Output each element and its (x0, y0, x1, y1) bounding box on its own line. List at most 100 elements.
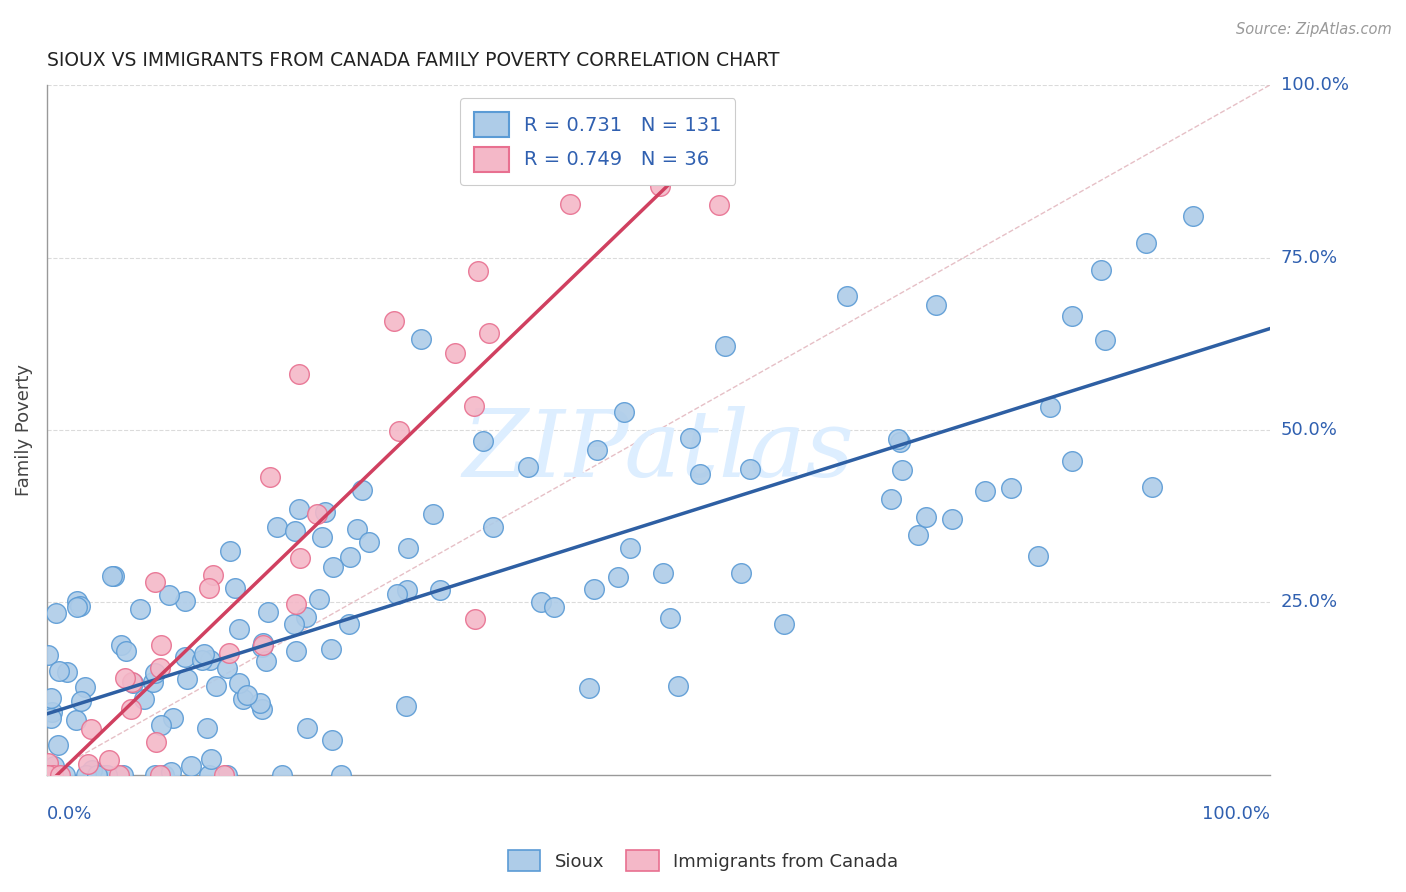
Point (472, 434, 495, 449)
Point (115, 643, 138, 657)
Point (271, 768, 294, 782)
Point (254, 654, 277, 668)
Point (37, 756, 59, 770)
Point (257, 605, 280, 619)
Point (287, 367, 309, 381)
Point (308, 592, 330, 607)
Point (53, 768, 76, 782)
Legend: R = 0.731   N = 131, R = 0.749   N = 36: R = 0.731 N = 131, R = 0.749 N = 36 (460, 98, 735, 186)
Point (578, 681, 600, 696)
Point (613, 405, 636, 419)
Point (388, 424, 411, 438)
Point (357, 535, 380, 549)
Point (443, 346, 465, 360)
Point (252, 638, 274, 652)
Point (205, 680, 228, 694)
Y-axis label: Family Poverty: Family Poverty (15, 364, 32, 496)
Point (314, 505, 336, 519)
Point (941, 511, 963, 525)
Point (1182, 210, 1205, 224)
Text: 0.0%: 0.0% (46, 805, 93, 823)
Text: 100.0%: 100.0% (1281, 76, 1348, 95)
Point (148, 661, 170, 675)
Point (191, 653, 214, 667)
Point (714, 339, 737, 353)
Point (128, 601, 150, 615)
Point (249, 696, 271, 710)
Point (266, 520, 288, 534)
Text: SIOUX VS IMMIGRANTS FROM CANADA FAMILY POVERTY CORRELATION CHART: SIOUX VS IMMIGRANTS FROM CANADA FAMILY P… (46, 51, 779, 70)
Point (250, 702, 273, 716)
Point (658, 611, 681, 625)
Point (740, 461, 762, 475)
Point (200, 752, 222, 766)
Point (48, 664, 70, 678)
Point (606, 569, 628, 583)
Point (880, 492, 903, 507)
Point (42, 759, 65, 773)
Point (464, 612, 486, 626)
Point (157, 589, 180, 603)
Point (974, 484, 997, 499)
Point (86, 768, 108, 782)
Point (202, 567, 225, 582)
Point (80, 723, 103, 737)
Point (218, 646, 240, 660)
Point (925, 298, 948, 312)
Point (330, 768, 353, 782)
Point (1026, 549, 1049, 563)
Point (42, 768, 65, 782)
Text: 50.0%: 50.0% (1281, 421, 1337, 439)
Point (38, 768, 60, 782)
Point (284, 644, 307, 658)
Point (689, 467, 711, 481)
Point (120, 702, 142, 716)
Point (350, 483, 373, 497)
Point (346, 522, 368, 536)
Point (1039, 400, 1062, 414)
Point (666, 679, 689, 693)
Point (583, 582, 606, 596)
Point (121, 675, 143, 690)
Point (558, 197, 581, 211)
Point (39, 690, 62, 705)
Point (56, 665, 79, 679)
Point (1135, 235, 1157, 250)
Point (93, 768, 115, 782)
Point (284, 524, 307, 539)
Text: 25.0%: 25.0% (1281, 593, 1339, 612)
Point (80, 764, 103, 778)
Text: 100.0%: 100.0% (1202, 805, 1270, 823)
Point (889, 435, 911, 450)
Point (467, 263, 489, 277)
Point (193, 648, 215, 662)
Point (252, 640, 274, 654)
Point (37, 768, 59, 782)
Point (395, 698, 418, 713)
Point (143, 768, 166, 782)
Point (619, 541, 641, 556)
Point (679, 431, 702, 445)
Point (395, 582, 418, 597)
Point (1062, 454, 1084, 468)
Point (322, 560, 344, 574)
Point (108, 768, 131, 782)
Point (907, 527, 929, 541)
Point (585, 442, 607, 457)
Point (284, 598, 307, 612)
Point (198, 652, 221, 666)
Point (387, 587, 409, 601)
Point (75, 768, 97, 782)
Point (112, 768, 135, 782)
Point (39, 711, 62, 725)
Point (307, 508, 329, 522)
Point (429, 582, 451, 597)
Point (66, 599, 89, 614)
Point (283, 617, 305, 632)
Point (1090, 263, 1112, 277)
Text: Source: ZipAtlas.com: Source: ZipAtlas.com (1236, 22, 1392, 37)
Point (709, 198, 731, 212)
Point (174, 594, 197, 608)
Point (482, 520, 505, 534)
Point (1000, 481, 1022, 495)
